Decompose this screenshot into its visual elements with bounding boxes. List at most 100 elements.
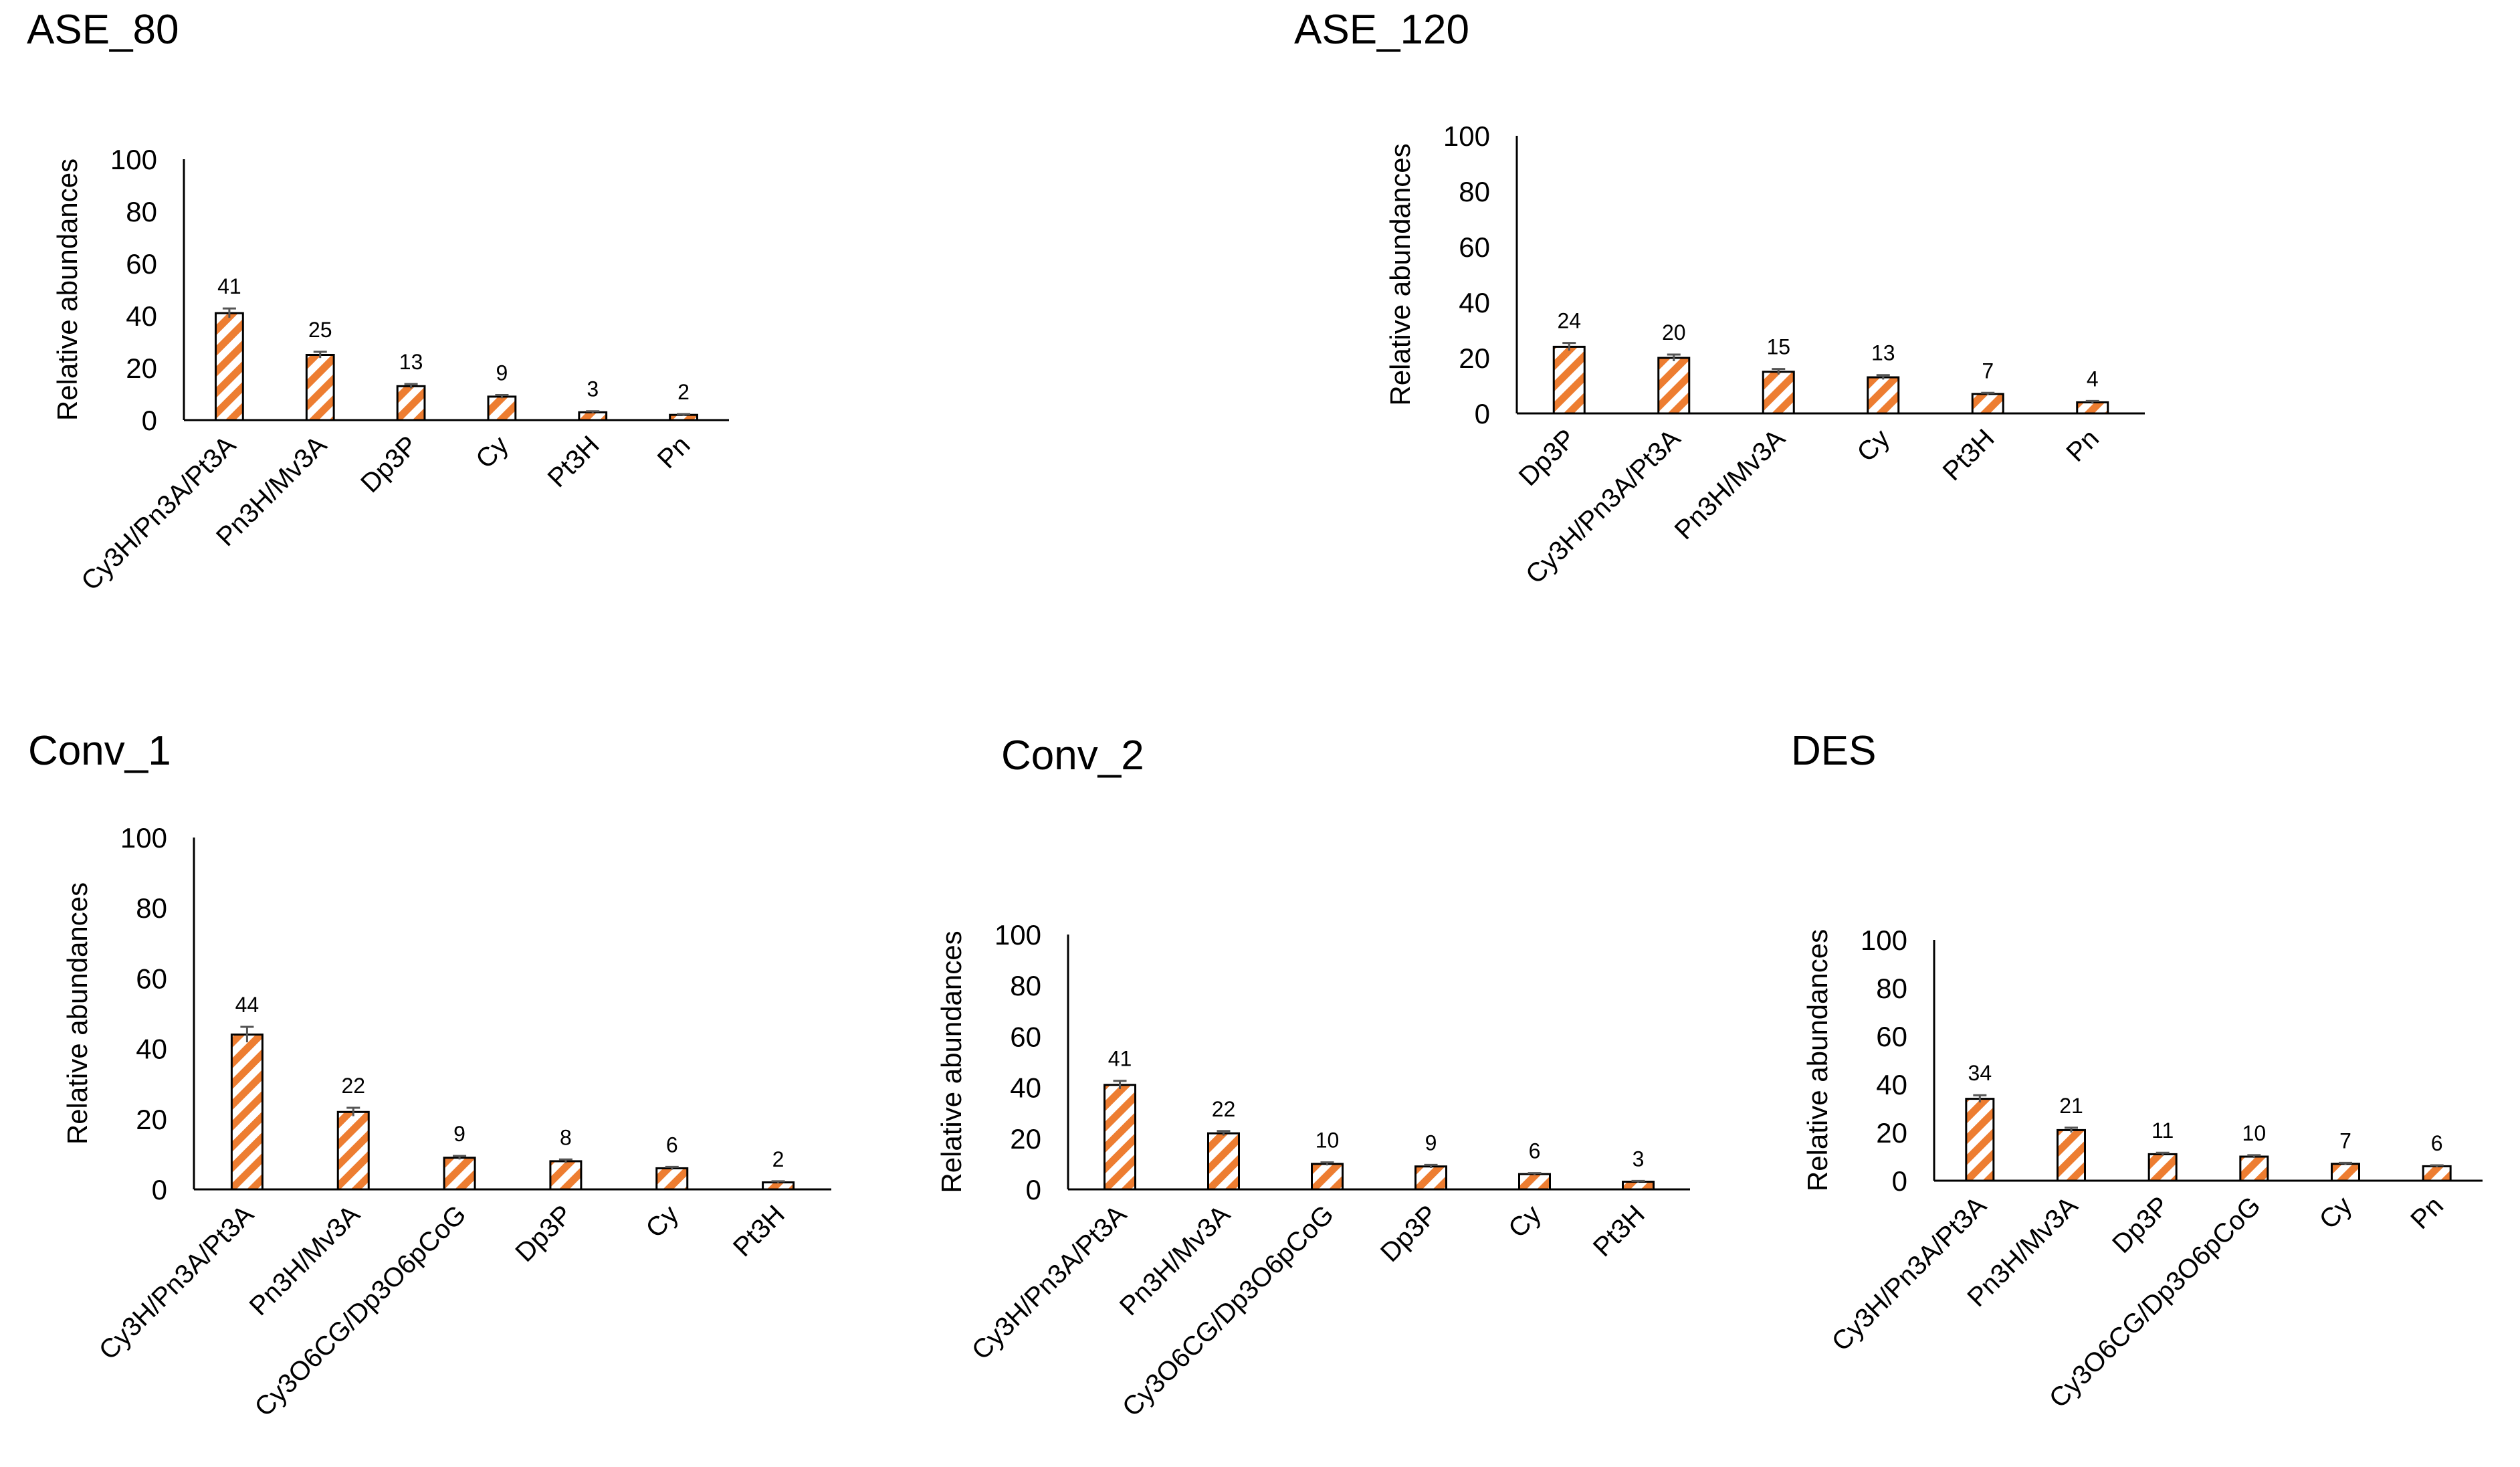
y-tick-label: 40	[126, 300, 157, 332]
y-tick-label: 100	[120, 822, 167, 854]
y-tick-label: 80	[1876, 973, 1907, 1004]
y-tick-label: 60	[1010, 1021, 1041, 1052]
chart-panel-3: Conv_2 0 20 40 60 80 100 Relative abundances 41 C…	[936, 732, 1690, 1422]
y-tick-label: 40	[1876, 1069, 1907, 1100]
y-tick-label: 100	[1443, 120, 1490, 152]
chart-panel-2: Conv_1 0 20 40 60 80 100 Relative abundances 44 C…	[28, 728, 831, 1422]
category-label: Cy3H/Pn3A/Pt3A	[966, 1199, 1132, 1365]
y-tick-label: 0	[1892, 1165, 1907, 1197]
category-label: Dp3P	[355, 430, 423, 498]
panel-title: ASE_120	[1294, 7, 1469, 53]
panel-title: DES	[1791, 728, 1876, 774]
y-tick-label: 20	[1459, 343, 1490, 374]
category-label: Pn	[652, 430, 696, 474]
bar	[1762, 371, 1795, 415]
bar	[2331, 1163, 2360, 1182]
category-label: Cy	[640, 1199, 684, 1244]
y-tick-label: 40	[1010, 1072, 1041, 1104]
y-axis-label: Relative abundances	[1384, 143, 1416, 405]
y-tick-label: 60	[1459, 231, 1490, 263]
bar	[2239, 1155, 2269, 1182]
category-label: Cy3H/Pn3A/Pt3A	[1826, 1191, 1992, 1357]
y-tick-label: 40	[136, 1034, 167, 1065]
y-tick-label: 20	[136, 1104, 167, 1135]
data-label: 41	[217, 274, 241, 298]
category-label: Cy	[1503, 1199, 1547, 1244]
data-label: 10	[2242, 1121, 2267, 1145]
y-tick-label: 0	[1475, 398, 1490, 429]
y-tick-label: 80	[126, 196, 157, 227]
category-label: Cy3H/Pn3A/Pt3A	[76, 430, 241, 596]
bar	[1311, 1163, 1344, 1191]
bar	[1518, 1173, 1551, 1191]
data-label: 3	[1633, 1147, 1645, 1171]
data-label: 15	[1766, 335, 1790, 359]
y-tick-label: 100	[994, 919, 1041, 951]
y-tick-label: 20	[126, 353, 157, 384]
category-label: Cy3O6CG/Dp3O6pCoG	[249, 1199, 472, 1422]
bar	[336, 1110, 370, 1191]
bar	[1552, 345, 1586, 415]
bar	[443, 1157, 476, 1191]
data-label: 13	[1871, 341, 1895, 365]
data-label: 11	[2151, 1118, 2174, 1143]
panel-title: Conv_2	[1001, 732, 1144, 779]
panel-title: ASE_80	[27, 7, 179, 53]
bar	[655, 1167, 689, 1191]
data-label: 8	[560, 1125, 572, 1149]
bar	[487, 395, 517, 421]
y-axis-label: Relative abundances	[936, 931, 967, 1193]
y-tick-label: 100	[1861, 924, 1907, 956]
y-axis-label: Relative abundances	[62, 882, 93, 1145]
category-label: Dp3P	[2107, 1191, 2175, 1259]
category-label: Pt3H	[728, 1199, 791, 1262]
data-label: 3	[587, 377, 599, 401]
bar	[1414, 1165, 1447, 1191]
data-label: 13	[399, 350, 423, 374]
data-label: 2	[772, 1147, 784, 1171]
data-label: 41	[1108, 1047, 1132, 1071]
bar	[305, 354, 335, 421]
data-label: 34	[1968, 1061, 1992, 1085]
bar	[1622, 1181, 1655, 1191]
bar	[2057, 1129, 2086, 1182]
y-tick-label: 0	[142, 405, 157, 436]
data-label: 21	[2059, 1094, 2083, 1118]
category-label: Pt3H	[1588, 1199, 1651, 1262]
data-label: 22	[341, 1074, 365, 1098]
bar	[230, 1034, 264, 1191]
category-label: Pn	[2405, 1191, 2449, 1235]
bar	[1867, 376, 1900, 415]
data-label: 25	[308, 318, 332, 342]
bar	[2076, 401, 2109, 415]
bar	[1207, 1132, 1240, 1191]
y-axis-label: Relative abundances	[1802, 929, 1833, 1191]
data-label: 20	[1662, 320, 1686, 345]
category-label: Pt3H	[542, 430, 605, 493]
data-label: 7	[1982, 359, 1994, 383]
y-tick-label: 80	[136, 892, 167, 924]
y-tick-label: 20	[1010, 1123, 1041, 1155]
category-label: Cy	[1851, 423, 1895, 468]
bar	[1971, 393, 2004, 415]
bar	[1104, 1084, 1136, 1191]
bar	[1657, 357, 1691, 415]
category-label: Dp3P	[510, 1199, 578, 1268]
category-label: Pn	[2061, 423, 2105, 468]
y-tick-label: 100	[110, 144, 157, 175]
data-label: 6	[1529, 1139, 1541, 1163]
category-label: Cy	[2314, 1191, 2358, 1235]
data-label: 9	[496, 361, 508, 385]
data-label: 24	[1557, 309, 1581, 333]
data-label: 44	[235, 993, 259, 1017]
y-tick-label: 40	[1459, 287, 1490, 318]
y-tick-label: 80	[1010, 970, 1041, 1001]
chart-panel-0: ASE_80 0 20 40 60 80 100 Relative abundances 41 C…	[27, 7, 729, 596]
data-label: 6	[666, 1133, 678, 1157]
bar	[549, 1160, 583, 1191]
data-label: 10	[1316, 1129, 1340, 1153]
category-label: Pt3H	[1937, 423, 2000, 486]
y-tick-label: 0	[152, 1174, 167, 1205]
data-label: 9	[1425, 1131, 1437, 1155]
